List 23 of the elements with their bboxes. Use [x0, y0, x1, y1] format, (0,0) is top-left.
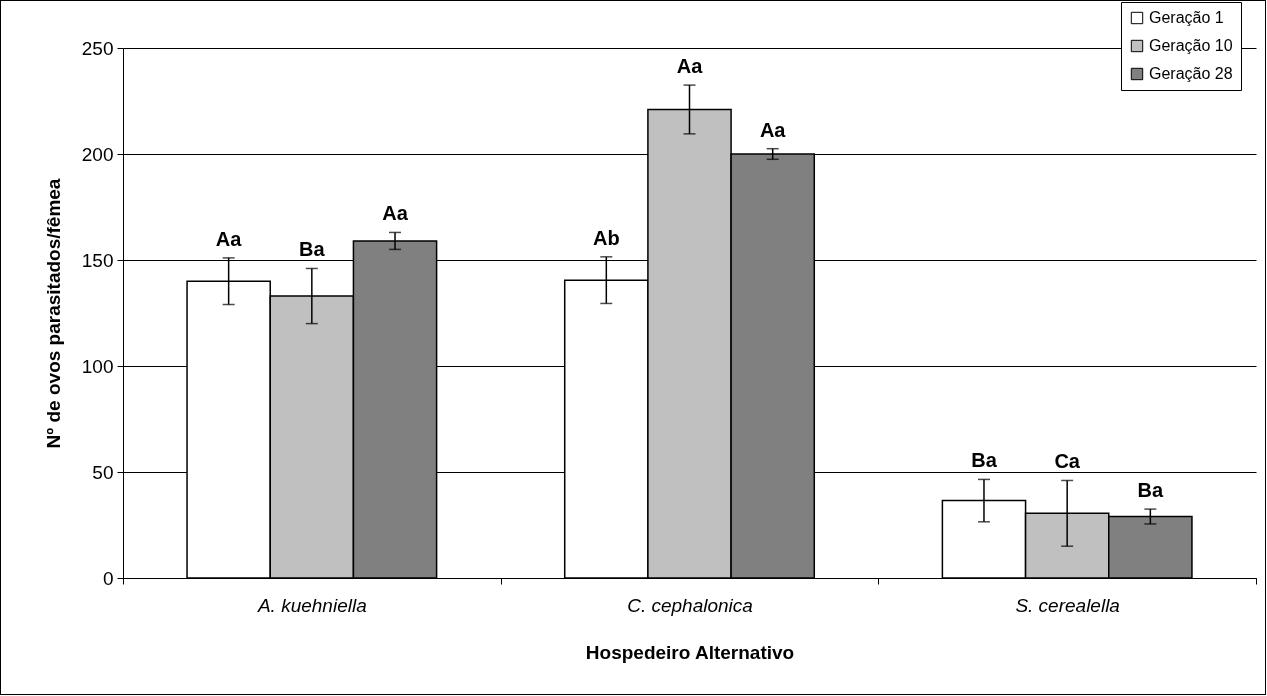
y-tick-label: 50	[92, 461, 114, 483]
data-label: Ba	[1137, 479, 1165, 502]
data-label: Aa	[382, 202, 409, 225]
x-axis-title: Hospedeiro Alternativo	[585, 641, 795, 663]
y-axis-title: Nº de ovos parasitados/fêmea	[42, 178, 64, 449]
data-label: Aa	[759, 118, 787, 141]
x-tick-label: A. kuehniella	[256, 594, 367, 616]
data-label: Ca	[1054, 450, 1081, 473]
legend-label: Geração 10	[1149, 37, 1233, 54]
data-label: Aa	[676, 55, 704, 78]
x-tick-label: S. cerealella	[1015, 594, 1120, 616]
data-label: Aa	[215, 227, 243, 250]
legend-label: Geração 28	[1149, 65, 1233, 82]
x-tick-label: C. cephalonica	[627, 594, 753, 616]
y-tick-label: 0	[102, 567, 114, 589]
data-label: Ba	[971, 449, 998, 472]
data-label: Ab	[592, 226, 620, 249]
legend-label: Geração 1	[1149, 9, 1224, 26]
y-tick-label: 150	[81, 249, 114, 271]
data-label: Ba	[299, 238, 326, 261]
y-tick-label: 100	[81, 355, 114, 377]
y-tick-label: 200	[81, 143, 114, 165]
y-tick-label: 250	[81, 37, 114, 59]
